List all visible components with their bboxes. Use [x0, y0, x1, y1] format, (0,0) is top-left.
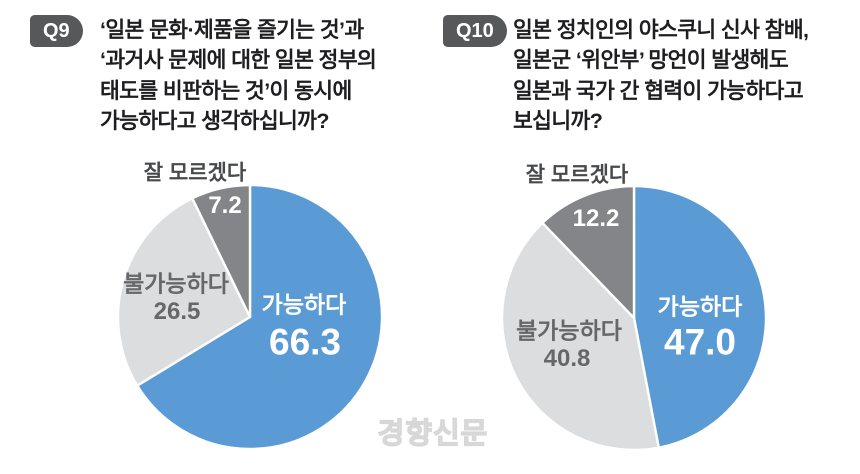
question-line: ‘일본 문화·제품을 즐기는 것’과 — [100, 18, 364, 42]
pie-slice-불가능하다 — [500, 221, 660, 452]
slice-label-impossible: 불가능하다 — [516, 317, 622, 344]
question-line: 일본과 국가 간 협력이 가능하다고 — [513, 78, 804, 103]
question-line: ‘과거사 문제에 대한 일본 정부의 — [100, 48, 377, 73]
pie-slice-불가능하다 — [116, 197, 252, 387]
slice-label-impossible: 불가능하다 — [123, 270, 229, 297]
question-line: 보십니까? — [513, 109, 603, 134]
slice-value-possible: 66.3 — [268, 321, 342, 363]
pie-slice-가능하다 — [136, 183, 384, 451]
slice-value-impossible: 26.5 — [153, 298, 201, 325]
question-badge-q9: Q9 — [30, 15, 83, 47]
slice-value-impossible: 40.8 — [543, 345, 591, 372]
pie-slice-잘 모르겠다 — [191, 183, 252, 319]
slice-value-dontknow: 12.2 — [572, 205, 620, 232]
pie-slice-잘 모르겠다 — [541, 184, 636, 320]
question-badge-q10: Q10 — [443, 15, 507, 47]
question-text-q10: 일본 정치인의 야스쿠니 신사 참배, 일본군 ‘위안부’ 망언이 발생해도 일… — [513, 15, 809, 137]
slice-label-dontknow: 잘 모르겠다 — [143, 161, 247, 185]
slice-label-dontknow: 잘 모르겠다 — [525, 163, 629, 187]
question-line: 일본군 ‘위안부’ 망언이 발생해도 — [513, 48, 789, 73]
pie-slice-가능하다 — [632, 184, 768, 449]
slice-value-possible: 47.0 — [663, 321, 737, 363]
question-line: 가능하다고 생각하십니까? — [100, 109, 329, 134]
pie-chart-q9 — [115, 182, 385, 452]
question-line: 태도를 비판하는 것’이 동시에 — [100, 78, 352, 103]
pie-chart-q10 — [499, 183, 769, 453]
slice-value-dontknow: 7.2 — [208, 192, 242, 219]
question-text-q9: ‘일본 문화·제품을 즐기는 것’과 ‘과거사 문제에 대한 일본 정부의 태도… — [100, 15, 377, 137]
slice-label-possible: 가능하다 — [657, 293, 743, 320]
question-line: 일본 정치인의 야스쿠니 신사 참배, — [513, 18, 809, 42]
publisher-watermark: 경향신문 — [377, 417, 489, 450]
slice-label-possible: 가능하다 — [261, 291, 347, 318]
